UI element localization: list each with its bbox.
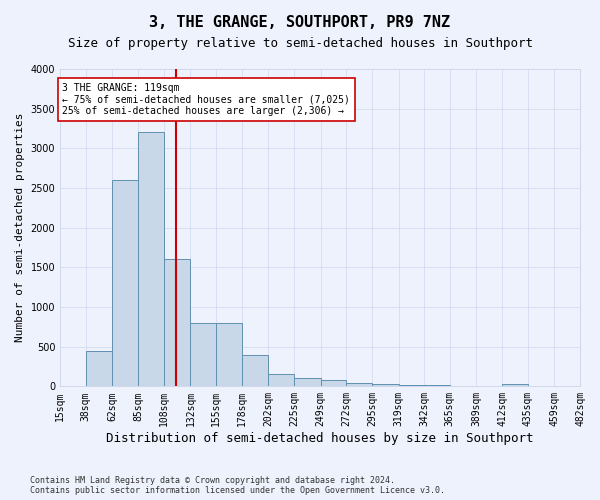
- Bar: [138, 132, 164, 386]
- Bar: [112, 180, 138, 386]
- Bar: [190, 323, 216, 386]
- Bar: [242, 354, 268, 386]
- Bar: [86, 350, 112, 386]
- Y-axis label: Number of semi-detached properties: Number of semi-detached properties: [15, 113, 25, 342]
- Bar: [216, 323, 242, 386]
- Text: Contains HM Land Registry data © Crown copyright and database right 2024.
Contai: Contains HM Land Registry data © Crown c…: [30, 476, 445, 495]
- Text: 3 THE GRANGE: 119sqm
← 75% of semi-detached houses are smaller (7,025)
25% of se: 3 THE GRANGE: 119sqm ← 75% of semi-detac…: [62, 84, 350, 116]
- X-axis label: Distribution of semi-detached houses by size in Southport: Distribution of semi-detached houses by …: [106, 432, 534, 445]
- Text: Size of property relative to semi-detached houses in Southport: Size of property relative to semi-detach…: [67, 38, 533, 51]
- Bar: [320, 380, 346, 386]
- Bar: [164, 260, 190, 386]
- Bar: [398, 384, 424, 386]
- Bar: [372, 384, 398, 386]
- Bar: [268, 374, 294, 386]
- Bar: [294, 378, 320, 386]
- Bar: [346, 383, 372, 386]
- Bar: [424, 385, 450, 386]
- Bar: [502, 384, 527, 386]
- Text: 3, THE GRANGE, SOUTHPORT, PR9 7NZ: 3, THE GRANGE, SOUTHPORT, PR9 7NZ: [149, 15, 451, 30]
